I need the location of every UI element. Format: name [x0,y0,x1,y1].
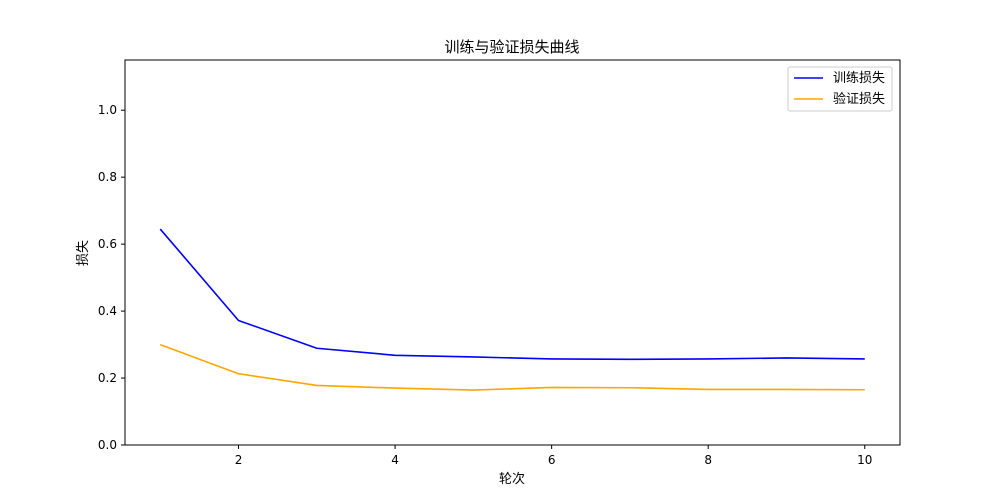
plot-area: 2 4 6 8 10 0.0 0.2 0.4 0.6 0.8 1.0 [98,59,901,467]
legend-label-train: 训练损失 [833,71,885,86]
y-tick-label: 0.4 [98,304,117,318]
plot-frame [124,59,901,446]
legend: 训练损失 验证损失 [787,66,893,112]
x-tick-label: 2 [235,453,243,467]
chart-title: 训练与验证损失曲线 [444,38,579,56]
train-loss-line [159,228,865,361]
x-tick-label: 4 [391,453,399,467]
x-tick-label: 6 [548,453,556,467]
y-tick-label: 0.8 [98,170,117,184]
x-axis: 2 4 6 8 10 [235,445,872,467]
x-tick-label: 10 [857,453,872,467]
y-tick-label: 0.2 [98,371,117,385]
series-lines [159,228,865,391]
y-axis-label: 损失 [76,240,91,266]
legend-label-val: 验证损失 [833,91,885,107]
x-axis-label: 轮次 [499,471,525,487]
y-tick-label: 0.6 [98,237,117,251]
y-tick-label: 1.0 [98,103,117,117]
x-tick-label: 8 [704,453,712,467]
y-tick-label: 0.0 [98,438,117,452]
y-axis: 0.0 0.2 0.4 0.6 0.8 1.0 [98,103,125,452]
val-loss-line [159,343,865,391]
